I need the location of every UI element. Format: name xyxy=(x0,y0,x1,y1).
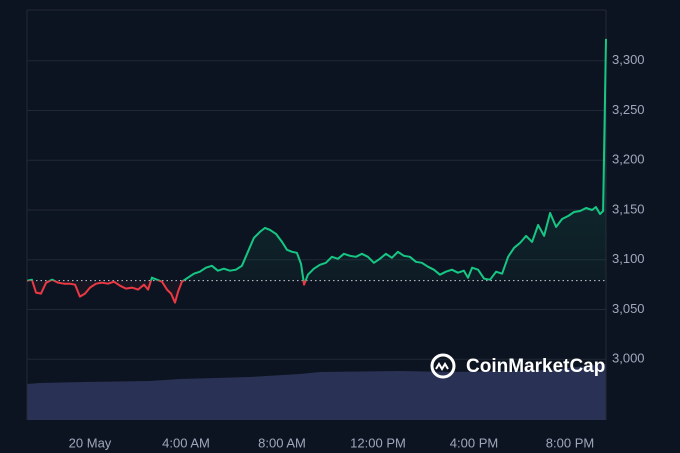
x-tick-label: 4:00 PM xyxy=(450,435,498,450)
price-line xyxy=(26,38,607,304)
y-tick-label: 3,000 xyxy=(612,351,645,366)
y-tick-label: 3,100 xyxy=(612,251,645,266)
x-tick-label: 4:00 AM xyxy=(162,435,210,450)
logo-wave xyxy=(435,362,449,371)
watermark-text: CoinMarketCap xyxy=(466,356,605,377)
x-tick-label: 8:00 PM xyxy=(546,435,594,450)
volume-area xyxy=(27,364,606,420)
x-tick-label: 12:00 PM xyxy=(350,435,406,450)
x-tick-label: 20 May xyxy=(69,435,112,450)
y-tick-label: 3,050 xyxy=(612,301,645,316)
y-tick-label: 3,200 xyxy=(612,152,645,167)
watermark: CoinMarketCap xyxy=(430,353,605,379)
y-tick-label: 3,250 xyxy=(612,102,645,117)
y-tick-label: 3,300 xyxy=(612,52,645,67)
x-tick-label: 8:00 AM xyxy=(258,435,306,450)
price-area xyxy=(27,38,607,303)
y-tick-label: 3,150 xyxy=(612,201,645,216)
logo xyxy=(430,353,456,379)
